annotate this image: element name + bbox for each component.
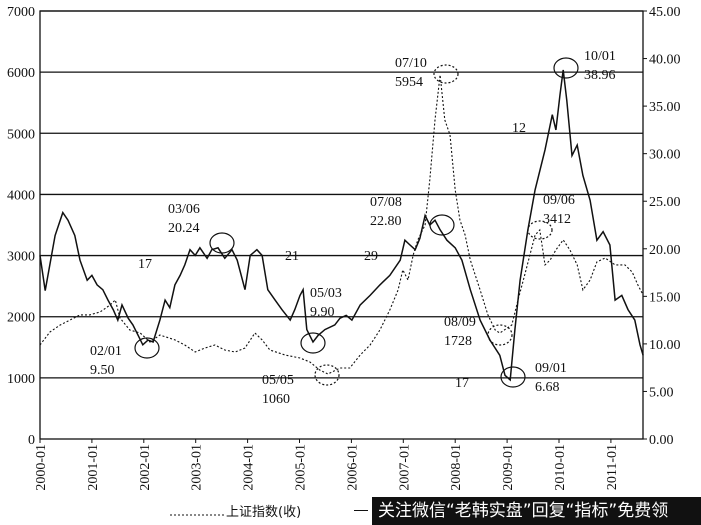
highlight-circle xyxy=(300,332,326,354)
right-tick-label: 45.00 xyxy=(649,5,681,20)
x-tick-label: 2003-01 xyxy=(190,444,205,491)
annotation-label: 1060 xyxy=(262,392,290,407)
right-tick-label: 30.00 xyxy=(649,148,681,163)
annotation-label: 17 xyxy=(455,376,469,391)
right-tick-label: 40.00 xyxy=(649,53,681,68)
annotation-label: 10/01 xyxy=(584,49,616,64)
annotation-label: 08/09 xyxy=(444,315,476,330)
highlight-circle xyxy=(134,337,160,359)
x-tick-label: 2010-01 xyxy=(553,444,568,491)
annotation-label: 1728 xyxy=(444,334,472,349)
x-tick-label: 2002-01 xyxy=(138,444,153,491)
left-tick-label: 0 xyxy=(28,433,35,448)
right-tick-label: 35.00 xyxy=(649,100,681,115)
right-tick-label: 0.00 xyxy=(649,433,674,448)
legend-label-index: 上证指数(收) xyxy=(226,505,302,520)
series-line-pe xyxy=(39,69,644,382)
highlight-circle-dashed xyxy=(527,220,553,240)
annotation-label: 20.24 xyxy=(168,221,200,236)
legend-solid-line-swatch xyxy=(354,510,368,511)
annotation-label: 29 xyxy=(364,249,378,264)
left-tick-label: 3000 xyxy=(7,250,35,265)
left-tick-label: 4000 xyxy=(7,188,35,203)
highlight-circle-dashed xyxy=(433,64,459,84)
highlight-circle-dashed xyxy=(314,364,340,386)
right-tick-label: 20.00 xyxy=(649,243,681,258)
x-tick-label: 2000-01 xyxy=(34,444,49,491)
highlight-circle xyxy=(500,366,526,388)
x-tick-label: 2009-01 xyxy=(501,444,516,491)
x-tick-label: 2005-01 xyxy=(294,444,309,491)
x-tick-label: 2001-01 xyxy=(86,444,101,491)
annotation-label: 38.96 xyxy=(584,68,616,83)
annotation-label: 22.80 xyxy=(370,214,402,229)
annotation-label: 5954 xyxy=(395,75,423,90)
annotation-label: 02/01 xyxy=(90,344,122,359)
left-tick-label: 7000 xyxy=(7,5,35,20)
right-tick-label: 5.00 xyxy=(649,385,674,400)
annotation-label: 07/10 xyxy=(395,56,427,71)
annotation-label: 12 xyxy=(512,121,526,136)
highlight-circle xyxy=(209,232,235,254)
annotation-label: 21 xyxy=(285,249,299,264)
annotation-label: 09/06 xyxy=(543,193,575,208)
legend-dotted-line-swatch xyxy=(170,514,224,515)
x-tick-label: 2011-01 xyxy=(605,444,620,490)
x-tick-label: 2004-01 xyxy=(242,444,257,491)
annotation-label: 07/08 xyxy=(370,195,402,210)
annotation-label: 3412 xyxy=(543,212,571,227)
right-tick-label: 15.00 xyxy=(649,290,681,305)
highlight-circle-dashed xyxy=(487,324,513,346)
watermark-banner: 关注微信“老韩实盘”回复“指标”免费领 xyxy=(372,497,701,525)
left-tick-label: 1000 xyxy=(7,372,35,387)
annotation-label: 17 xyxy=(138,257,152,272)
annotation-label: 05/03 xyxy=(310,286,342,301)
left-tick-label: 6000 xyxy=(7,66,35,81)
series-line-index xyxy=(39,74,644,375)
legend: 上证指数(收) xyxy=(168,501,301,520)
left-tick-label: 5000 xyxy=(7,127,35,142)
plot-frame xyxy=(39,10,644,440)
annotation-label: 03/06 xyxy=(168,202,200,217)
right-tick-label: 10.00 xyxy=(649,338,681,353)
annotation-label: 6.68 xyxy=(535,380,560,395)
x-tick-label: 2007-01 xyxy=(397,444,412,491)
x-tick-label: 2008-01 xyxy=(449,444,464,491)
annotation-label: 9.50 xyxy=(90,363,115,378)
annotation-label: 09/01 xyxy=(535,361,567,376)
annotation-label: 05/05 xyxy=(262,373,294,388)
highlight-circle xyxy=(429,214,455,236)
highlight-circle xyxy=(553,57,579,79)
x-tick-label: 2006-01 xyxy=(345,444,360,491)
right-tick-label: 25.00 xyxy=(649,195,681,210)
left-tick-label: 2000 xyxy=(7,311,35,326)
annotation-label: 9.90 xyxy=(310,305,335,320)
